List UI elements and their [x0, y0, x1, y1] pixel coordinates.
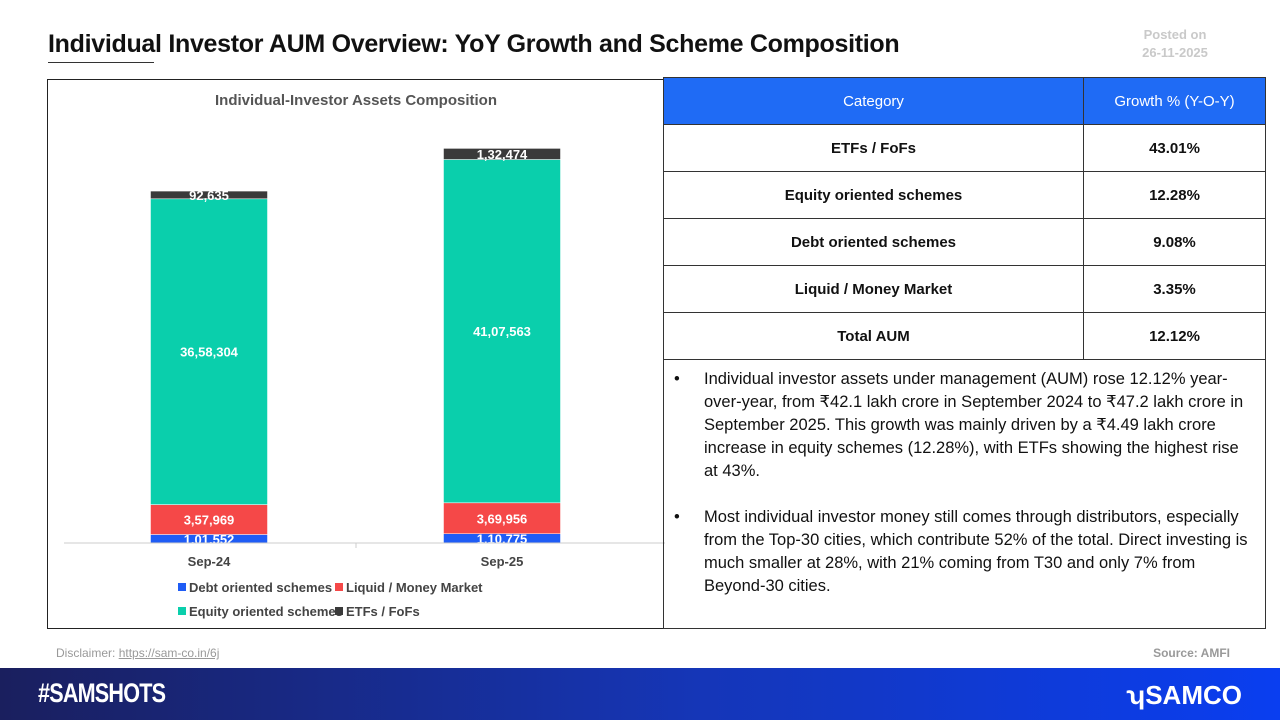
note-item: • Individual investor assets under manage…: [674, 368, 1251, 483]
table-row: Debt oriented schemes 9.08%: [663, 218, 1266, 266]
posted-date: Posted on 26-11-2025: [1120, 26, 1230, 62]
category-cell: Total AUM: [663, 312, 1084, 360]
note-item: • Most individual investor money still co…: [674, 506, 1251, 598]
category-cell: Liquid / Money Market: [663, 265, 1084, 313]
note-text: Most individual investor money still com…: [704, 508, 1248, 595]
notes-box: • Individual investor assets under manage…: [663, 360, 1266, 629]
growth-cell: 9.08%: [1083, 218, 1266, 266]
chart-title: Individual-Investor Assets Composition: [215, 92, 497, 109]
legend-label: Debt oriented schemes: [189, 580, 332, 595]
x-tick-label: Sep-24: [188, 554, 231, 569]
header-growth: Growth % (Y-O-Y): [1083, 77, 1266, 125]
logo-icon: ʮ: [1126, 680, 1146, 710]
x-tick-label: Sep-25: [481, 554, 524, 569]
header-category: Category: [663, 77, 1084, 125]
legend-swatch: [335, 607, 343, 615]
chart-container: Individual-Investor Assets Composition 1,…: [47, 79, 665, 629]
bar-segment: [150, 198, 268, 505]
data-label: 3,57,969: [184, 513, 235, 528]
data-label: 3,69,956: [477, 511, 528, 526]
growth-table: Category Growth % (Y-O-Y) ETFs / FoFs 43.…: [663, 77, 1266, 360]
legend-label: Equity oriented schemes: [189, 604, 343, 619]
bullet-icon: •: [674, 370, 680, 388]
legend-swatch: [178, 607, 186, 615]
growth-cell: 12.28%: [1083, 171, 1266, 219]
data-label: 36,58,304: [180, 345, 239, 360]
growth-cell: 43.01%: [1083, 124, 1266, 172]
table-row: Equity oriented schemes 12.28%: [663, 171, 1266, 219]
bullet-icon: •: [674, 508, 680, 526]
data-label: 1,32,474: [477, 147, 528, 162]
table-row: ETFs / FoFs 43.01%: [663, 124, 1266, 172]
bar-segment: [443, 502, 561, 534]
note-text: Individual investor assets under managem…: [704, 370, 1244, 480]
data-label: 41,07,563: [473, 324, 531, 339]
category-cell: Equity oriented schemes: [663, 171, 1084, 219]
source-label: Source: AMFI: [1153, 646, 1230, 660]
category-cell: ETFs / FoFs: [663, 124, 1084, 172]
bar-segment: [443, 148, 561, 160]
legend-label: Liquid / Money Market: [346, 580, 483, 595]
legend-swatch: [335, 583, 343, 591]
bar-segment: [443, 159, 561, 504]
samco-logo: ʮSAMCO: [1126, 680, 1242, 711]
posted-label: Posted on: [1143, 27, 1207, 42]
legend-label: ETFs / FoFs: [346, 604, 420, 619]
title-underline: [48, 62, 154, 63]
table-row: Total AUM 12.12%: [663, 312, 1266, 360]
growth-cell: 12.12%: [1083, 312, 1266, 360]
bar-segment: [150, 504, 268, 535]
disclaimer-link[interactable]: https://sam-co.in/6j: [118, 646, 220, 660]
table-row: Liquid / Money Market 3.35%: [663, 265, 1266, 313]
posted-date-value: 26-11-2025: [1142, 45, 1208, 60]
disclaimer-label: Disclaimer:: [56, 646, 116, 660]
disclaimer: Disclaimer: https://sam-co.in/6j: [56, 646, 219, 660]
data-label: 92,635: [189, 188, 229, 203]
footer-bar: #SAMSHOTS ʮSAMCO: [0, 668, 1280, 720]
legend-swatch: [178, 583, 186, 591]
page-title: Individual Investor AUM Overview: YoY Gr…: [48, 30, 900, 58]
stacked-bar-chart: Individual-Investor Assets Composition 1,…: [64, 92, 665, 619]
brand-name: SAMCO: [1145, 680, 1242, 710]
hashtag: #SAMSHOTS: [38, 678, 166, 708]
growth-cell: 3.35%: [1083, 265, 1266, 313]
table-header-row: Category Growth % (Y-O-Y): [663, 77, 1266, 125]
bar-segment: [150, 190, 268, 200]
category-cell: Debt oriented schemes: [663, 218, 1084, 266]
